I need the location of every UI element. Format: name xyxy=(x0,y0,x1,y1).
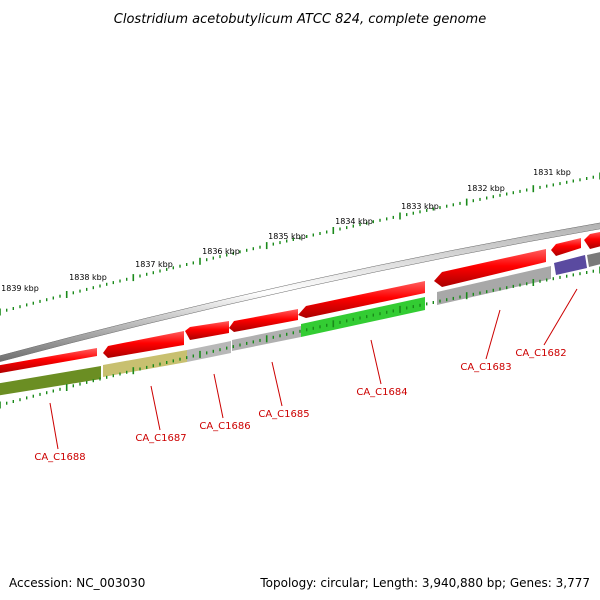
leader-line-ca-c1687 xyxy=(150,385,161,431)
gene-bar-unlabeled[interactable] xyxy=(587,251,600,267)
gene-label-ca-c1682[interactable]: CA_C1682 xyxy=(515,348,566,359)
gene-bar-ca-c1684[interactable] xyxy=(301,297,425,337)
ruler-label-1835: 1835 kbp xyxy=(268,232,306,241)
leader-line-ca-c1685 xyxy=(271,361,283,407)
reverse-strand xyxy=(0,251,600,396)
forward-feature[interactable] xyxy=(103,331,184,358)
genome-backbone xyxy=(0,222,600,362)
forward-feature[interactable] xyxy=(584,231,600,249)
ruler-label-1834: 1834 kbp xyxy=(335,217,373,226)
map-title: Clostridium acetobutylicum ATCC 824, com… xyxy=(114,12,486,27)
gene-label-ca-c1686[interactable]: CA_C1686 xyxy=(199,421,250,432)
gene-label-ca-c1687[interactable]: CA_C1687 xyxy=(135,433,186,444)
forward-feature[interactable] xyxy=(0,348,97,374)
gene-label-ca-c1688[interactable]: CA_C1688 xyxy=(34,452,85,463)
forward-feature[interactable] xyxy=(434,249,546,287)
forward-feature[interactable] xyxy=(298,281,425,318)
forward-feature[interactable] xyxy=(551,238,581,256)
ruler-label-1838: 1838 kbp xyxy=(69,273,107,282)
outer-ruler-ticks xyxy=(0,172,600,316)
leader-line-ca-c1682 xyxy=(543,288,578,346)
forward-strand xyxy=(0,231,600,374)
leader-line-ca-c1684 xyxy=(370,339,382,385)
ruler-label-1837: 1837 kbp xyxy=(135,260,173,269)
gene-label-ca-c1684[interactable]: CA_C1684 xyxy=(356,387,407,398)
ruler-label-1831: 1831 kbp xyxy=(533,168,571,177)
gene-bar-ca-c1686[interactable] xyxy=(187,341,231,362)
leader-line-ca-c1686 xyxy=(213,373,224,419)
gene-bar-ca-c1687[interactable] xyxy=(103,350,187,377)
ruler-label-1836: 1836 kbp xyxy=(202,247,240,256)
ruler-label-1833: 1833 kbp xyxy=(401,202,439,211)
forward-feature[interactable] xyxy=(185,321,229,340)
forward-feature[interactable] xyxy=(229,309,298,332)
gene-bar-ca-c1683[interactable] xyxy=(437,266,551,305)
gene-labels: CA_C1682 CA_C1683 CA_C1684 CA_C1685 CA_C… xyxy=(34,348,566,463)
gene-label-ca-c1685[interactable]: CA_C1685 xyxy=(258,409,309,420)
leader-line-ca-c1683 xyxy=(485,309,501,360)
leader-line-ca-c1688 xyxy=(49,402,59,450)
ruler-label-1832: 1832 kbp xyxy=(467,184,505,193)
ruler-labels: 1831 kbp 1832 kbp 1833 kbp 1834 kbp 1835… xyxy=(1,168,571,293)
gene-label-ca-c1683[interactable]: CA_C1683 xyxy=(460,362,511,373)
genome-summary-text: Topology: circular; Length: 3,940,880 bp… xyxy=(259,576,590,590)
gene-bar-ca-c1682[interactable] xyxy=(554,255,587,275)
ruler-label-1839: 1839 kbp xyxy=(1,284,39,293)
inner-ruler-ticks xyxy=(0,266,600,409)
accession-text: Accession: NC_003030 xyxy=(9,576,145,590)
gene-bar-ca-c1688[interactable] xyxy=(0,366,101,396)
gene-leader-lines xyxy=(49,288,578,450)
